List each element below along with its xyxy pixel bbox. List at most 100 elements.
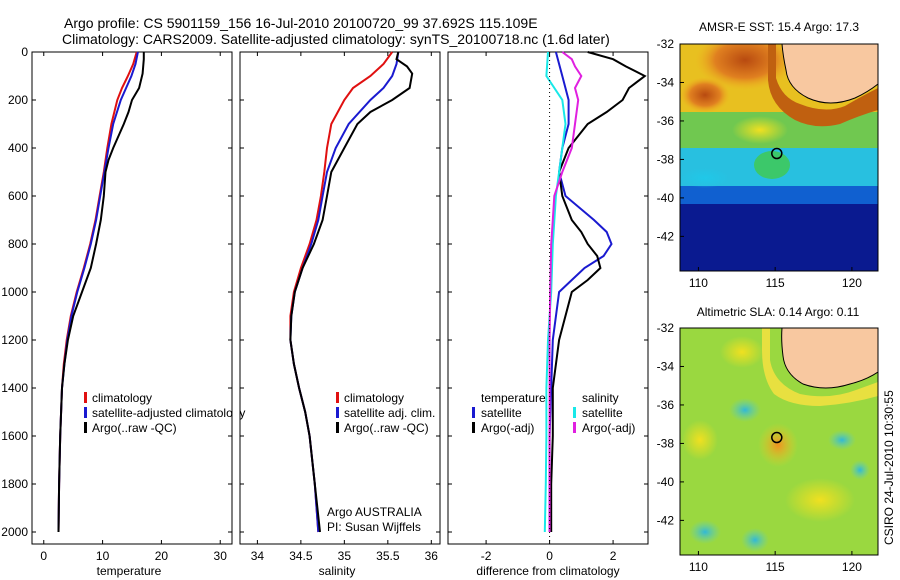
legend-swatch-argo: [336, 422, 339, 433]
difference-legend: temperature satellite Argo(-adj) salinit…: [472, 391, 635, 435]
salinity-axis-label: salinity: [319, 564, 356, 578]
map-ytick-label: -34: [657, 359, 675, 373]
depth-tick-label: 1800: [1, 477, 28, 491]
sst-field-deep: [680, 204, 878, 271]
sst-map-title: AMSR-E SST: 15.4 Argo: 17.3: [699, 20, 859, 34]
legend-label-temp-argo: Argo(-adj): [481, 421, 534, 435]
sst-eddy: [754, 151, 790, 179]
sla-yellow-1: [720, 336, 764, 368]
salinity-panel: [239, 51, 441, 545]
legend-header-temperature: temperature: [481, 391, 546, 405]
depth-tick-label: 1600: [1, 429, 28, 443]
difference-plot: -2 0 2: [481, 51, 647, 563]
sst-land: [781, 44, 878, 104]
difference-series-line: [543, 51, 567, 533]
argo-position-marker: [771, 431, 783, 444]
map-ytick-label: -32: [657, 37, 675, 51]
figure-title-line2: Climatology: CARS2009. Satellite-adjuste…: [62, 31, 610, 47]
difference-xtick-label: 2: [610, 549, 617, 563]
depth-tick-label: 400: [8, 141, 28, 155]
salinity-xtick-label: 36: [425, 549, 439, 563]
map-ytick-label: -34: [657, 75, 675, 89]
difference-series-line: [550, 51, 647, 532]
depth-tick-label: 600: [8, 189, 28, 203]
legend-label-sal-satellite: satellite: [582, 406, 623, 420]
map-ytick-label: -40: [657, 191, 675, 205]
temperature-legend: climatology satellite-adjusted climatolo…: [84, 391, 245, 435]
salinity-legend: climatology satellite adj. clim. Argo(..…: [336, 391, 435, 435]
legend-label-satellite: satellite-adjusted climatology: [92, 406, 245, 420]
map-ytick-label: -32: [657, 321, 675, 335]
sst-map-frame: [679, 43, 879, 272]
map-xtick-label: 120: [842, 560, 862, 574]
map-xtick-label: 115: [766, 560, 785, 574]
sla-yellow-4: [682, 420, 718, 460]
temperature-xtick-label: 10: [96, 549, 110, 563]
depth-tick-label: 1400: [1, 381, 28, 395]
sla-map-frame: [679, 327, 879, 556]
map-xtick-label: 120: [842, 276, 862, 290]
temperature-series-line: [57, 52, 145, 533]
sla-land: [781, 328, 878, 389]
sla-cyan-2: [689, 520, 721, 544]
argo-annotation-line2: PI: Susan Wijffels: [327, 520, 421, 534]
sla-cyan-1: [729, 398, 761, 422]
salinity-series-line: [289, 51, 414, 533]
temperature-xtick-label: 30: [214, 549, 228, 563]
legend-label-argo: Argo(..raw -QC): [344, 421, 429, 435]
difference-axis-label: difference from climatology: [476, 564, 619, 578]
depth-tick-label: 200: [8, 93, 28, 107]
depth-tick-label: 0: [21, 45, 28, 59]
legend-swatch-satellite: [336, 407, 339, 418]
legend-swatch-temp-argo: [472, 422, 475, 433]
sst-map: AMSR-E SST: 15.4 Argo: 17.3 110 115 120 -32…: [657, 20, 879, 290]
sst-map-axes: 110 115 120 -32 -34 -36 -38 -40 -42: [657, 37, 863, 290]
map-xtick-label: 115: [766, 276, 785, 290]
sst-yellow-patch: [732, 116, 788, 144]
legend-label-argo: Argo(..raw -QC): [92, 421, 177, 435]
legend-swatch-climatology: [84, 392, 87, 403]
depth-tick-label: 1000: [1, 285, 28, 299]
depth-tick-label: 800: [8, 237, 28, 251]
salinity-xtick-label: 34.5: [289, 549, 313, 563]
temperature-panel: [31, 51, 233, 545]
map-ytick-label: -36: [657, 114, 675, 128]
difference-panel: [447, 51, 649, 545]
legend-label-climatology: climatology: [92, 391, 152, 405]
difference-xtick-label: -2: [481, 549, 492, 563]
difference-xtick-label: 0: [546, 549, 553, 563]
legend-swatch-climatology: [336, 392, 339, 403]
legend-header-salinity: salinity: [582, 391, 619, 405]
sst-field-blue: [680, 186, 878, 208]
sla-map-axes: 110 115 120 -32 -34 -36 -38 -40 -42: [657, 321, 863, 574]
legend-swatch-satellite: [84, 407, 87, 418]
salinity-plot: 34 34.5 35 35.5 36: [251, 51, 439, 563]
sst-cyan-patch: [681, 168, 729, 188]
depth-tick-label: 2000: [1, 525, 28, 539]
figure-title-line1: Argo profile: CS 5901159_156 16-Jul-2010…: [64, 15, 538, 31]
salinity-xtick-label: 35: [338, 549, 352, 563]
temperature-xtick-label: 0: [40, 549, 47, 563]
map-ytick-label: -40: [657, 475, 675, 489]
legend-label-temp-satellite: satellite: [481, 406, 522, 420]
map-xtick-label: 110: [689, 276, 708, 290]
sla-yellow-3: [785, 478, 855, 522]
temperature-plot: 0 10 20 30: [40, 51, 228, 563]
timestamp-stamp: CSIRO 24-Jul-2010 10:30:55: [882, 390, 896, 545]
sst-coast-band: [768, 44, 878, 127]
legend-swatch-sal-satellite: [573, 407, 576, 418]
sla-cyan-4: [828, 430, 856, 450]
legend-swatch-argo: [84, 422, 87, 433]
sla-cyan-3: [741, 528, 769, 552]
sla-cyan-5: [850, 460, 870, 480]
depth-axis: 0 200 400 600 800 1000 1200 1400 1600 1800 2000: [1, 45, 648, 539]
map-ytick-label: -42: [657, 229, 675, 243]
sla-map-title: Altimetric SLA: 0.14 Argo: 0.11: [697, 305, 860, 319]
temperature-axis-label: temperature: [97, 564, 162, 578]
argo-position-marker: [771, 147, 783, 160]
salinity-xtick-label: 34: [251, 549, 265, 563]
sla-yellow-2: [758, 423, 798, 467]
depth-tick-label: 1200: [1, 333, 28, 347]
map-ytick-label: -38: [657, 152, 675, 166]
